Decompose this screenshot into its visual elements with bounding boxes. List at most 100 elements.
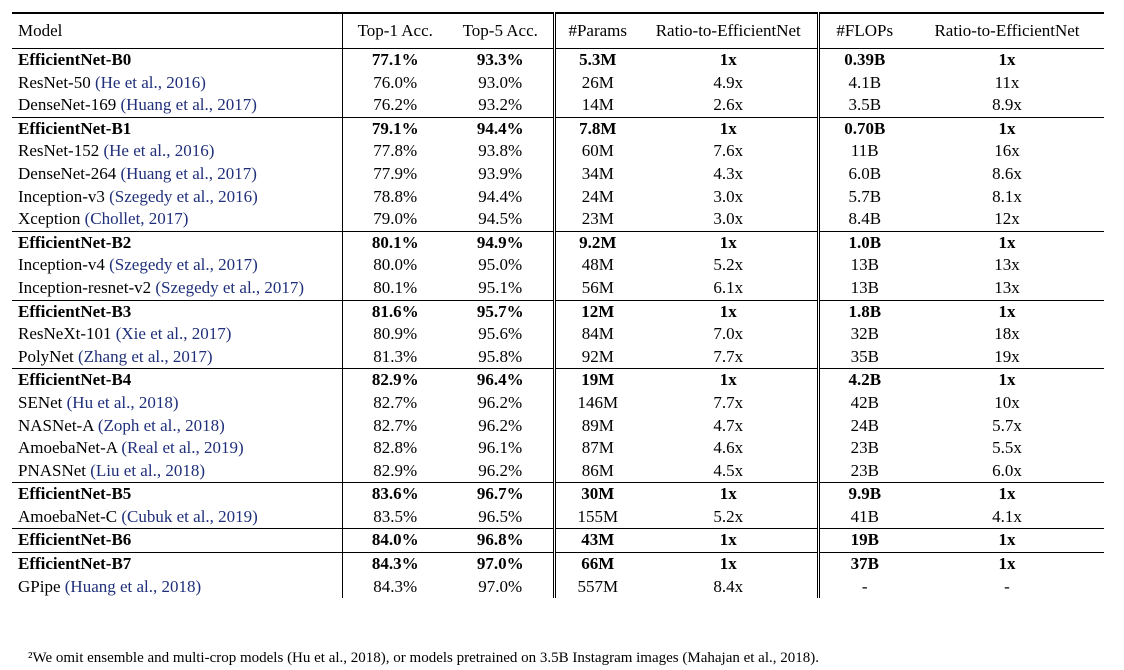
table-row: ResNet-50 (He et al., 2016) 76.0% 93.0% 26M… [12,71,1104,95]
top1-cell: 84.3% [341,575,448,599]
model-name: ResNeXt-101 [18,324,112,344]
top5-cell: 95.6% [478,324,523,344]
citation-link[interactable]: (He et al., 2016) [94,72,206,92]
table-row: DenseNet-169 (Huang et al., 2017) 76.2% 93… [12,94,1104,118]
citation-link[interactable]: (Chollet, 2017) [84,209,189,229]
model-name: DenseNet-264 [18,163,117,183]
top5-cell: 96.2% [478,392,523,412]
model-cell: EfficientNet-B2 [12,231,342,254]
header-row: Model Top-1 Acc. Top-5 Acc. #Params Rati… [12,13,1104,49]
top1-cell: 76.2% [341,94,448,118]
flops-cell: 35B [816,345,910,369]
params-cell: 24M [552,185,640,209]
model-cell: EfficientNet-B6 [12,529,342,553]
top5-cell: 93.3% [476,50,524,69]
flops-cell: 32B [816,323,910,346]
flops-ratio-cell: 1x [998,530,1016,550]
model-name: Inception-v3 [18,186,105,206]
citation-link[interactable]: (Zhang et al., 2017) [77,346,213,366]
model-name: Xception [18,209,81,229]
params-ratio-cell: 1x [719,370,737,390]
results-table: Model Top-1 Acc. Top-5 Acc. #Params Rati… [12,12,1104,599]
citation-link[interactable]: (Real et al., 2019) [121,438,244,458]
citation-link[interactable]: (Cubuk et al., 2019) [121,506,258,526]
params-cell: 23M [552,208,640,232]
citation-link[interactable]: (Huang et al., 2017) [120,95,257,115]
params-ratio-cell: 7.0x [713,324,744,344]
params-ratio-cell: 7.7x [713,392,744,412]
table-row: EfficientNet-B3 81.6% 95.7% 12M 1x 1.8B 1x [12,300,1104,324]
top5-cell: 96.2% [478,460,523,480]
top1-cell: 82.9% [341,459,448,483]
table-row: Inception-v3 (Szegedy et al., 2016) 78.8%… [12,185,1104,209]
model-cell: GPipe (Huang et al., 2018) [12,576,342,599]
model-cell: ResNet-50 (He et al., 2016) [12,72,342,95]
model-cell: EfficientNet-B7 [12,553,342,576]
model-name: GPipe [18,576,61,596]
citation-link[interactable]: (Huang et al., 2018) [64,576,202,596]
model-name: ResNet-152 [18,141,100,161]
flops-cell: 13B [816,254,910,277]
params-cell: 7.8M [552,117,640,141]
citation-link[interactable]: (Hu et al., 2018) [66,392,179,412]
model-name: AmoebaNet-A [18,438,118,458]
flops-cell: 9.9B [816,482,910,506]
table-row: AmoebaNet-A (Real et al., 2019) 82.8% 96.1… [12,437,1104,460]
flops-cell: 8.4B [816,208,910,232]
table-row: EfficientNet-B1 79.1% 94.4% 7.8M 1x 0.70B 1x [12,117,1104,141]
flops-cell: 6.0B [816,162,910,186]
top5-cell: 96.7% [476,484,524,504]
flops-cell: 0.39B [816,48,910,72]
flops-cell: 11B [816,140,910,163]
top1-cell: 84.3% [341,552,448,576]
model-cell: EfficientNet-B3 [12,300,342,323]
table-group: EfficientNet-B7 84.3% 97.0% 66M 1x 37B 1x GPipe… [12,552,1104,599]
flops-ratio-cell: 19x [994,346,1020,366]
params-ratio-cell: 1x [719,232,737,252]
citation-link[interactable]: (Xie et al., 2017) [115,324,232,344]
table-row: SENet (Hu et al., 2018) 82.7% 96.2% 146M 7.7… [12,391,1104,415]
citation-link[interactable]: (Liu et al., 2018) [90,460,205,480]
flops-ratio-cell: 5.5x [992,438,1022,458]
top5-cell: 96.4% [476,370,524,390]
citation-link[interactable]: (Szegedy et al., 2017) [109,255,258,275]
top1-cell: 80.1% [341,276,448,301]
citation-link[interactable]: (Szegedy et al., 2016) [109,186,258,206]
params-cell: 56M [552,276,640,301]
flops-cell: 4.1B [816,71,910,95]
model-cell: ResNeXt-101 (Xie et al., 2017) [12,323,342,346]
table-row: Inception-v4 (Szegedy et al., 2017) 80.0%… [12,254,1104,277]
params-ratio-cell: 1x [719,484,737,504]
params-cell: 5.3M [552,48,640,72]
params-cell: 9.2M [552,231,640,255]
flops-cell: 0.70B [816,117,910,141]
table-group: EfficientNet-B3 81.6% 95.7% 12M 1x 1.8B 1x ResN… [12,300,1104,369]
params-cell: 87M [552,437,640,460]
flops-ratio-cell: 8.9x [992,95,1022,115]
params-ratio-cell: 4.7x [713,415,744,435]
top1-cell: 79.1% [341,117,448,141]
params-ratio-cell: 1x [719,554,737,574]
top5-cell: 95.0% [478,255,523,275]
top1-cell: 83.5% [341,505,448,529]
citation-link[interactable]: (Szegedy et al., 2017) [155,277,305,297]
table-row: Xception (Chollet, 2017) 79.0% 94.5% 23M 3.0… [12,208,1104,232]
header-top1: Top-1 Acc. [341,13,448,49]
table-row: EfficientNet-B4 82.9% 96.4% 19M 1x 4.2B 1x [12,368,1104,392]
citation-link[interactable]: (Zoph et al., 2018) [97,415,225,435]
flops-ratio-cell: 1x [998,370,1016,390]
model-name: AmoebaNet-C [18,506,118,526]
header-top5: Top-5 Acc. [462,21,538,40]
citation-link[interactable]: (Huang et al., 2017) [120,163,257,183]
table-group: EfficientNet-B6 84.0% 96.8% 43M 1x 19B 1x [12,528,1104,553]
params-cell: 557M [552,575,640,599]
top1-cell: 77.9% [341,162,448,186]
table-group: EfficientNet-B0 77.1% 93.3% 5.3M 1x 0.39B 1x Re… [12,48,1104,118]
table-group: EfficientNet-B1 79.1% 94.4% 7.8M 1x 0.70B 1x Re… [12,117,1104,232]
model-name: Inception-resnet-v2 [18,277,152,297]
citation-link[interactable]: (He et al., 2016) [103,141,215,161]
table-row: EfficientNet-B5 83.6% 96.7% 30M 1x 9.9B 1x [12,482,1104,506]
model-name: EfficientNet-B6 [18,530,132,550]
top1-cell: 81.3% [341,345,448,369]
params-ratio-cell: 5.2x [713,506,744,526]
